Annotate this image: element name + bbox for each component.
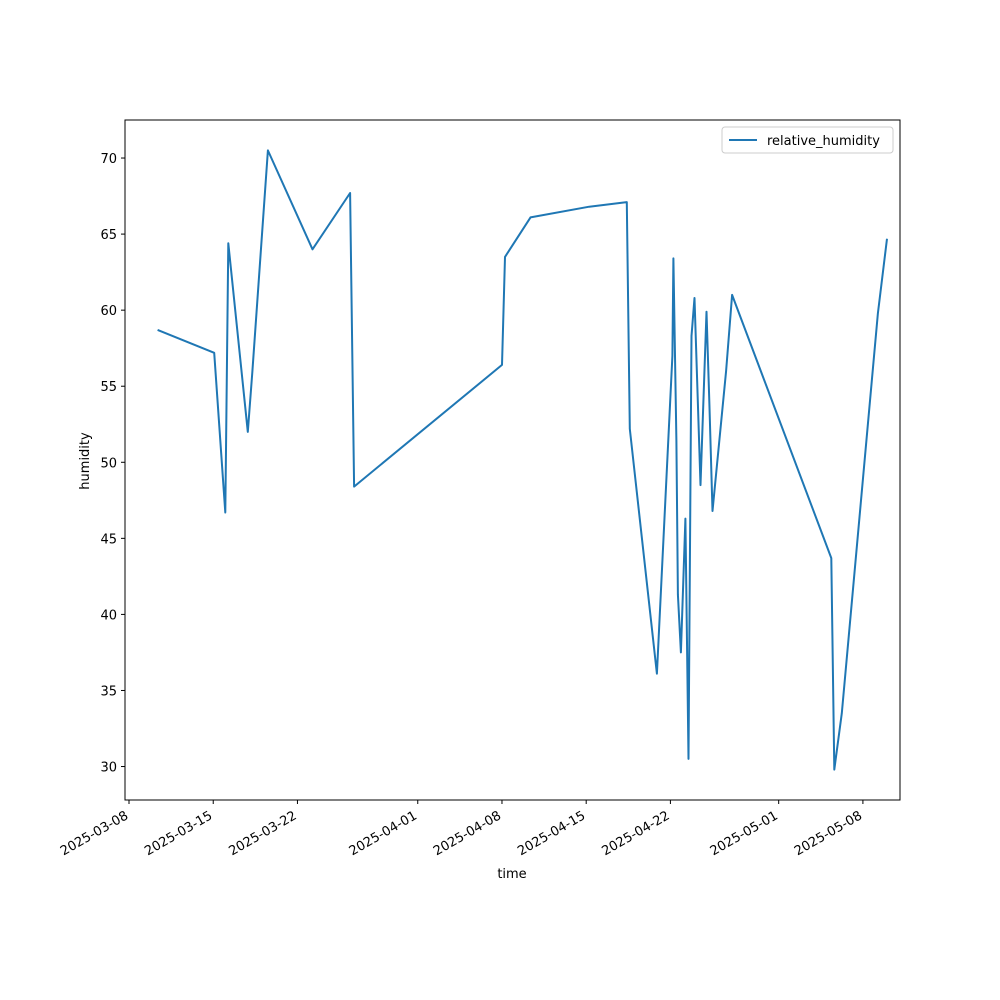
plot-area	[157, 149, 888, 771]
x-axis-label: time	[497, 867, 526, 882]
y-tick-label: 45	[100, 532, 117, 547]
series-line-relative_humidity	[157, 149, 888, 771]
y-tick-label: 35	[100, 684, 117, 699]
y-tick-label: 65	[100, 228, 117, 243]
y-tick-label: 50	[100, 456, 117, 471]
axes-frame	[124, 119, 901, 801]
y-tick-label: 40	[100, 608, 117, 623]
y-tick-label: 30	[100, 761, 117, 776]
y-tick-label: 70	[100, 152, 117, 167]
y-tick-label: 60	[100, 304, 117, 319]
y-tick-label: 55	[100, 380, 117, 395]
y-axis-label: humidity	[78, 432, 93, 490]
legend-box	[721, 126, 894, 154]
legend-entry-label: relative_humidity	[767, 134, 880, 149]
y-axis: 30 35 40 45 50 55 60 65 70	[100, 152, 125, 776]
legend: relative_humidity	[721, 126, 894, 154]
